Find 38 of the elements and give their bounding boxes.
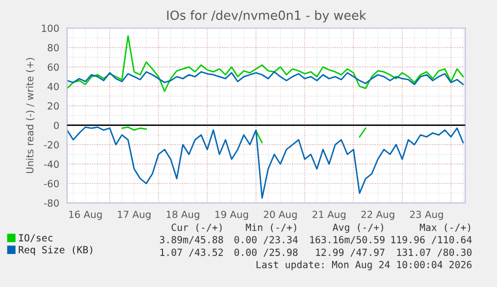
line-series	[67, 126, 464, 199]
legend-label: Req Size (KB)	[18, 246, 92, 256]
x-tick-label: 21 Aug	[312, 210, 346, 220]
text: 0.00 /23.34	[234, 236, 298, 244]
line-series	[67, 71, 464, 86]
y-tick-label: -20	[44, 141, 59, 148]
y-tick-label: 20	[48, 102, 59, 110]
y-tick-label: 100	[42, 24, 59, 32]
y-tick-label: 80	[48, 44, 59, 52]
x-tick-label: 16 Aug	[69, 210, 102, 220]
y-tick-label: 60	[48, 63, 59, 71]
text: Cur (-/+)	[172, 223, 222, 232]
text: Avg (-/+)	[332, 223, 384, 233]
text: 119.96 /110.64	[391, 236, 472, 244]
text: 3.89m/45.88	[160, 236, 224, 244]
y-tick-label: -60	[44, 180, 59, 188]
text: Max (-/+)	[420, 223, 470, 232]
text: 163.16m/50.59	[310, 236, 385, 244]
text: 1.07 /43.52	[160, 248, 223, 257]
text: 131.07 /80.30	[397, 248, 472, 257]
x-tick-label: 23 Aug	[410, 210, 443, 220]
x-tick-label: 22 Aug	[361, 210, 394, 220]
x-tick-label: 17 Aug	[118, 210, 150, 220]
y-tick-label: -40	[44, 160, 59, 168]
legend-label: IO/sec	[19, 234, 52, 242]
y-axis-title: Units read (-) / write (+)	[26, 58, 35, 174]
x-tick-label: 18 Aug	[166, 210, 200, 220]
y-tick-label: -80	[44, 199, 59, 207]
y-tick-label: 0	[54, 122, 59, 130]
text: 12.99 /47.97	[316, 248, 384, 257]
x-tick-label: 20 Aug	[264, 210, 297, 220]
y-tick-label: 40	[48, 82, 59, 90]
text: Last update: Mon Aug 24 10:00:04 2026	[256, 260, 472, 270]
text: Min (-/+)	[246, 223, 296, 232]
x-tick-label: 19 Aug	[215, 210, 248, 220]
chart-title: IOs for /dev/nvme0n1 - by week	[167, 10, 366, 22]
line-series	[67, 35, 464, 92]
text: 0.00 /25.98	[234, 248, 298, 257]
